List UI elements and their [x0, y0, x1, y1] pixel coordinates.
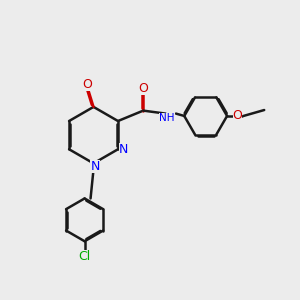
Text: O: O	[82, 78, 92, 91]
Text: N: N	[118, 143, 128, 156]
Text: N: N	[90, 160, 100, 173]
Text: Cl: Cl	[79, 250, 91, 262]
Text: O: O	[138, 82, 148, 95]
Text: O: O	[232, 110, 242, 122]
Text: NH: NH	[159, 113, 175, 123]
